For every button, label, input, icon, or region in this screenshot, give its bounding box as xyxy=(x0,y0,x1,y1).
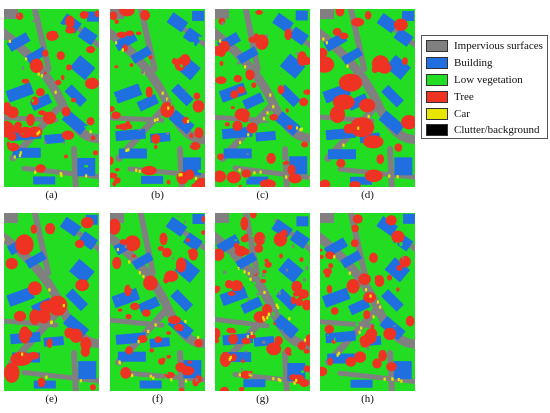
legend-label: Low vegetation xyxy=(454,74,523,86)
panel-caption: (f) xyxy=(152,393,163,405)
segmentation-map xyxy=(4,213,99,391)
panel-f xyxy=(110,213,205,391)
legend-swatch xyxy=(426,40,448,52)
legend-item-impervious-surfaces: Impervious surfaces xyxy=(426,40,548,54)
segmentation-map xyxy=(215,213,310,391)
legend-item-clutter-background: Clutter/background xyxy=(426,124,548,138)
panel-caption: (c) xyxy=(256,189,269,201)
panel-h xyxy=(320,213,415,391)
legend-label: Impervious surfaces xyxy=(454,40,543,52)
segmentation-map xyxy=(110,9,205,187)
legend-item-tree: Tree xyxy=(426,91,548,105)
segmentation-map xyxy=(110,213,205,391)
panel-e xyxy=(4,213,99,391)
legend-item-car: Car xyxy=(426,108,548,122)
legend-swatch xyxy=(426,74,448,86)
panel-d xyxy=(320,9,415,187)
legend-label: Building xyxy=(454,57,493,69)
legend-label: Car xyxy=(454,108,470,120)
panel-caption: (d) xyxy=(361,189,374,201)
panel-caption: (b) xyxy=(151,189,164,201)
segmentation-map xyxy=(215,9,310,187)
panel-caption: (h) xyxy=(361,393,374,405)
legend-swatch xyxy=(426,91,448,103)
legend-item-low-vegetation: Low vegetation xyxy=(426,74,548,88)
panel-c xyxy=(215,9,310,187)
segmentation-map xyxy=(320,213,415,391)
legend-label: Tree xyxy=(454,91,474,103)
legend-swatch xyxy=(426,57,448,69)
legend: Impervious surfaces Building Low vegetat… xyxy=(421,35,548,139)
panel-b xyxy=(110,9,205,187)
panel-caption: (e) xyxy=(45,393,58,405)
panel-a xyxy=(4,9,99,187)
segmentation-map xyxy=(4,9,99,187)
panel-g xyxy=(215,213,310,391)
panel-caption: (g) xyxy=(256,393,269,405)
segmentation-map xyxy=(320,9,415,187)
legend-swatch xyxy=(426,108,448,120)
legend-swatch xyxy=(426,124,448,136)
legend-label: Clutter/background xyxy=(454,124,540,136)
panel-caption: (a) xyxy=(45,189,58,201)
legend-item-building: Building xyxy=(426,57,548,71)
